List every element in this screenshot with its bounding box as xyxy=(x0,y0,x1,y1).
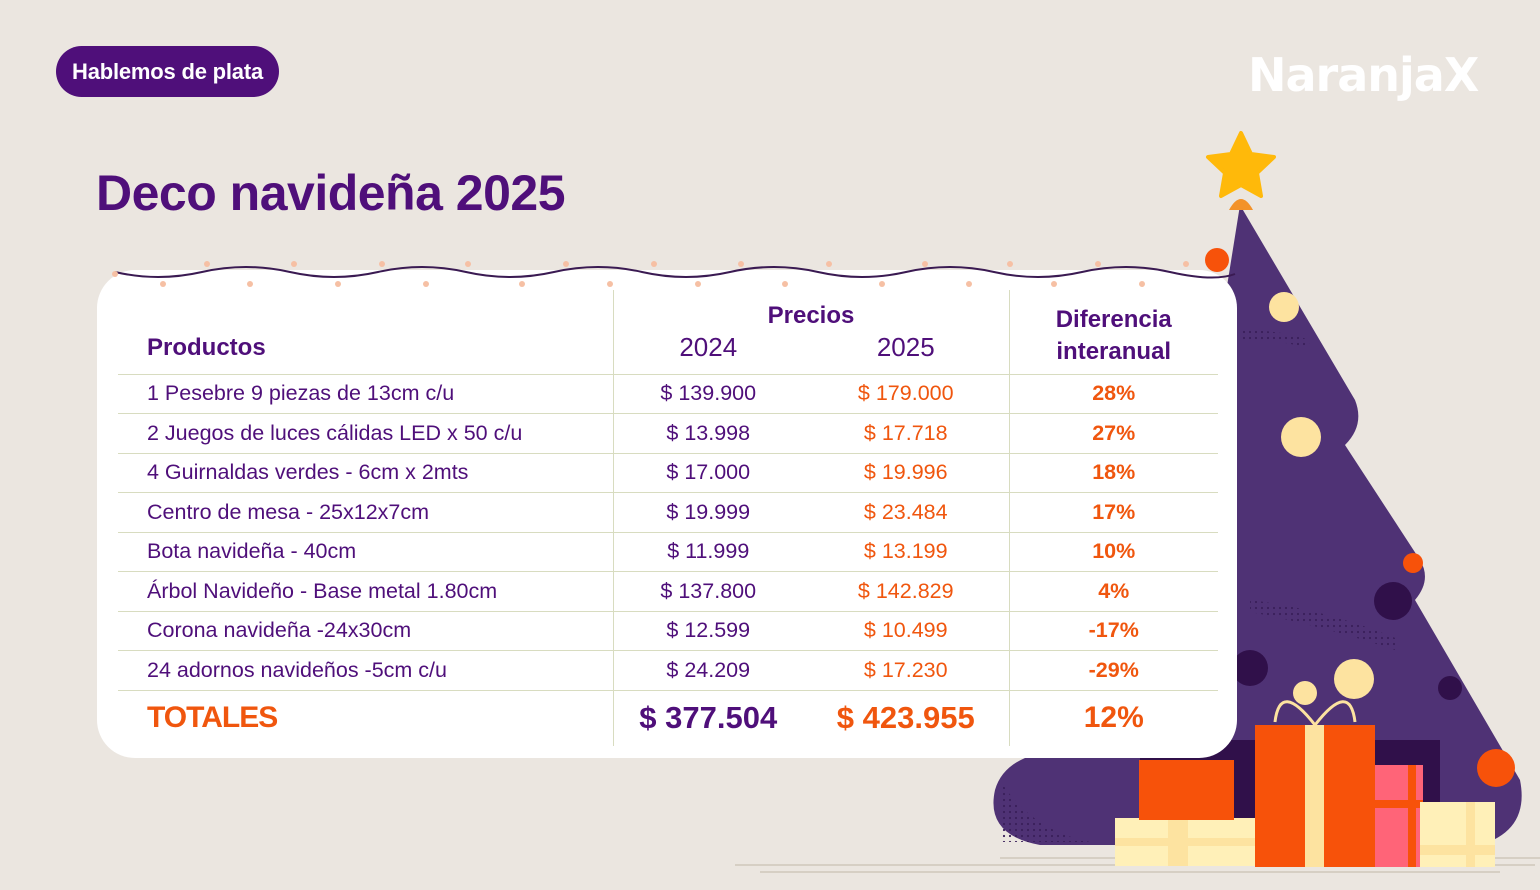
price-2025: $ 23.484 xyxy=(803,492,1009,532)
price-2024: $ 24.209 xyxy=(612,650,803,690)
price-comparison-table: Productos Precios Diferencia interanual … xyxy=(118,290,1218,746)
diff-percent: 4% xyxy=(1008,571,1218,611)
price-2024: $ 137.800 xyxy=(612,571,803,611)
product-name: Árbol Navideño - Base metal 1.80cm xyxy=(118,571,613,611)
product-name: 1 Pesebre 9 piezas de 13cm c/u xyxy=(118,373,613,414)
diff-percent: -17% xyxy=(1008,610,1218,651)
table-row: 2 Juegos de luces cálidas LED x 50 c/u $… xyxy=(118,413,1218,453)
price-2024: $ 12.599 xyxy=(612,610,803,651)
price-2024: $ 11.999 xyxy=(612,531,803,572)
brand-logo: NaranjaX xyxy=(1248,48,1479,102)
tree-tip-icon xyxy=(1229,199,1253,210)
price-2024: $ 17.000 xyxy=(612,452,803,493)
product-name: Bota navideña - 40cm xyxy=(118,531,613,572)
table-row: 1 Pesebre 9 piezas de 13cm c/u $ 139.900… xyxy=(118,373,1218,414)
diff-percent: 28% xyxy=(1008,373,1218,414)
header-diff: Diferencia interanual xyxy=(1008,290,1218,374)
price-2025: $ 17.230 xyxy=(803,650,1009,690)
product-name: 4 Guirnaldas verdes - 6cm x 2mts xyxy=(118,452,613,493)
total-2024: $ 377.504 xyxy=(612,689,803,746)
header-products: Productos xyxy=(147,333,266,361)
table-header-row-2: 2024 2025 xyxy=(118,330,1218,374)
floor-lines-icon xyxy=(735,857,1540,873)
product-name: 24 adornos navideños -5cm c/u xyxy=(118,650,613,690)
table-row: 24 adornos navideños -5cm c/u $ 24.209 $… xyxy=(118,650,1218,690)
diff-percent: 10% xyxy=(1008,531,1218,572)
header-prices-group: Precios xyxy=(612,290,1009,330)
string-lights-icon xyxy=(112,261,1236,287)
header-diff-line1: Diferencia xyxy=(1055,305,1172,333)
price-2025: $ 142.829 xyxy=(803,571,1009,611)
product-name: 2 Juegos de luces cálidas LED x 50 c/u xyxy=(118,413,613,453)
diff-percent: -29% xyxy=(1008,650,1218,690)
table-header-row-1: Productos Precios Diferencia interanual xyxy=(118,290,1218,374)
price-2024: $ 19.999 xyxy=(612,492,803,532)
table-row: Árbol Navideño - Base metal 1.80cm $ 137… xyxy=(118,571,1218,611)
table-row: Corona navideña -24x30cm $ 12.599 $ 10.4… xyxy=(118,610,1218,651)
category-tag: Hablemos de plata xyxy=(56,46,279,97)
ornaments-icon xyxy=(1205,248,1515,787)
table-row: 4 Guirnaldas verdes - 6cm x 2mts $ 17.00… xyxy=(118,452,1218,493)
product-name: Corona navideña -24x30cm xyxy=(118,610,613,651)
total-diff: 12% xyxy=(1008,689,1218,746)
star-icon xyxy=(1206,131,1276,198)
totals-row: TOTALES $ 377.504 $ 423.955 12% xyxy=(118,689,1218,746)
diff-percent: 27% xyxy=(1008,413,1218,453)
price-2025: $ 179.000 xyxy=(803,373,1009,414)
price-2025: $ 10.499 xyxy=(803,610,1009,651)
page-title: Deco navideña 2025 xyxy=(96,165,566,221)
total-2025: $ 423.955 xyxy=(803,689,1009,746)
header-year-2024: 2024 xyxy=(612,330,803,374)
table-row: Centro de mesa - 25x12x7cm $ 19.999 $ 23… xyxy=(118,492,1218,532)
header-year-2025: 2025 xyxy=(876,332,935,363)
price-2025: $ 13.199 xyxy=(803,531,1009,572)
header-diff-line2: interanual xyxy=(1056,337,1172,365)
table-row: Bota navideña - 40cm $ 11.999 $ 13.199 1… xyxy=(118,531,1218,572)
price-2025: $ 17.718 xyxy=(803,413,1009,453)
price-2024: $ 13.998 xyxy=(612,413,803,453)
price-2025: $ 19.996 xyxy=(803,452,1009,493)
totals-label: TOTALES xyxy=(118,689,613,746)
diff-percent: 17% xyxy=(1008,492,1218,532)
product-name: Centro de mesa - 25x12x7cm xyxy=(118,492,613,532)
diff-percent: 18% xyxy=(1008,452,1218,493)
price-2024: $ 139.900 xyxy=(612,373,803,414)
